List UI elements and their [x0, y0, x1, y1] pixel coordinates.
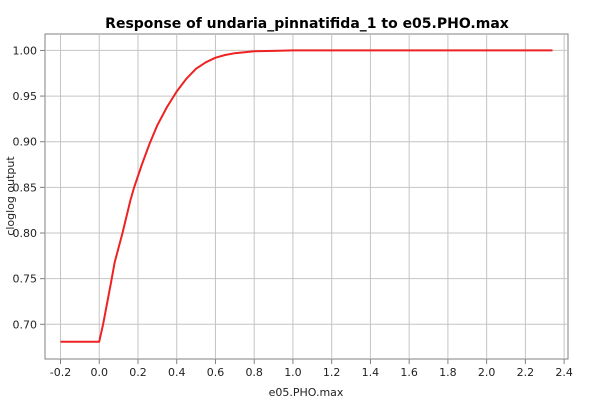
y-tick-label: 0.95: [13, 90, 38, 103]
x-tick-label: 1.6: [400, 366, 418, 379]
x-tick-label: 0.6: [207, 366, 225, 379]
series-layer: [60, 49, 553, 343]
x-tick-label: 1.8: [439, 366, 457, 379]
y-tick-label: 0.75: [13, 273, 38, 286]
y-axis-label: cloglog output: [4, 156, 17, 236]
y-tick-label: 0.85: [13, 181, 38, 194]
y-tick-label: 0.90: [13, 136, 38, 149]
x-tick-label: 0.4: [168, 366, 186, 379]
x-tick-label: 1.0: [284, 366, 302, 379]
axis-ticks: -0.2 0.0 0.2 0.4 0.6 0.8 1.0 1.2 1.4 1.6 1.8 2.0 2.2…: [13, 44, 573, 379]
x-tick-label: 0.2: [129, 366, 147, 379]
grid-lines: [45, 34, 568, 359]
x-tick-label: 1.2: [323, 366, 341, 379]
x-axis-label: e05.PHO.max: [269, 386, 344, 399]
plot-area: [44, 33, 569, 360]
y-tick-label: 0.80: [13, 227, 38, 240]
x-tick-label: 0.8: [245, 366, 263, 379]
chart-title: Response of undaria_pinnatifida_1 to e05…: [105, 16, 509, 32]
x-tick-label: 1.4: [362, 366, 380, 379]
x-tick-label: 2.2: [517, 366, 535, 379]
y-tick-label: 1.00: [13, 44, 38, 57]
response-curve: [60, 49, 553, 343]
x-tick-label: -0.2: [50, 366, 71, 379]
x-tick-label: 2.4: [555, 366, 573, 379]
x-tick-label: 2.0: [478, 366, 496, 379]
x-tick-label: 0.0: [90, 366, 108, 379]
y-tick-label: 0.70: [13, 318, 38, 331]
